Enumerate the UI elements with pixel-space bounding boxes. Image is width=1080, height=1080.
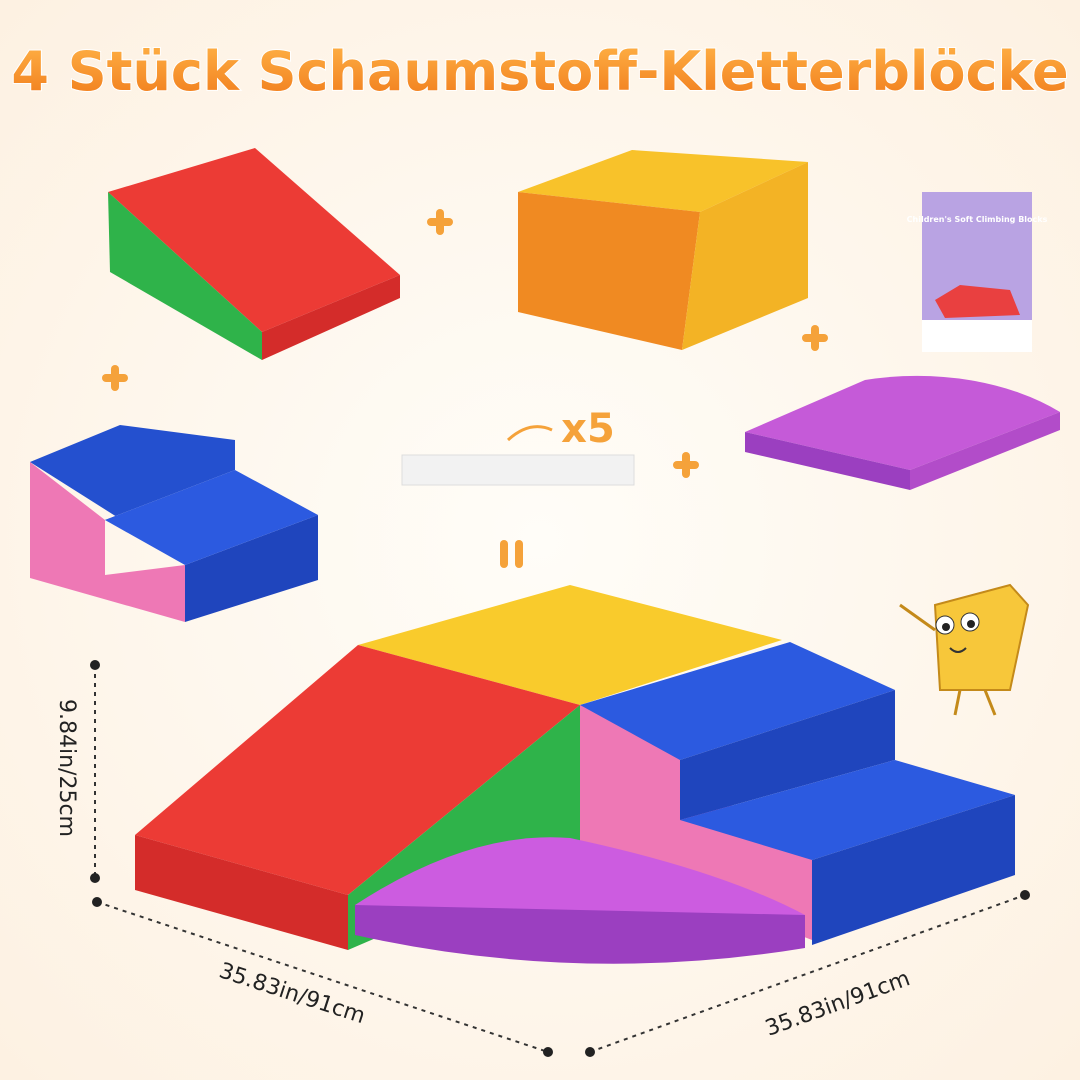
manual-title: Children's Soft Climbing Blocks: [907, 215, 1048, 224]
manual: Children's Soft Climbing Blocks: [907, 192, 1048, 352]
cube-block: [518, 150, 808, 350]
equals-icon: [500, 540, 523, 568]
title: 4 Stück Schaumstoff-Kletterblöcke: [11, 40, 1068, 103]
dimension-lines: [94, 665, 1026, 1053]
quarter-block: [745, 375, 1060, 490]
assembled-set: [135, 585, 1015, 964]
book-mascot: [899, 583, 1030, 716]
fastener-count: x5: [561, 406, 615, 452]
wedge-block: [108, 148, 400, 360]
height-label: 9.84in/25cm: [54, 699, 79, 837]
fastener: x5: [401, 406, 635, 486]
dimension-dots: [90, 660, 1030, 1057]
step-block: [30, 425, 318, 622]
